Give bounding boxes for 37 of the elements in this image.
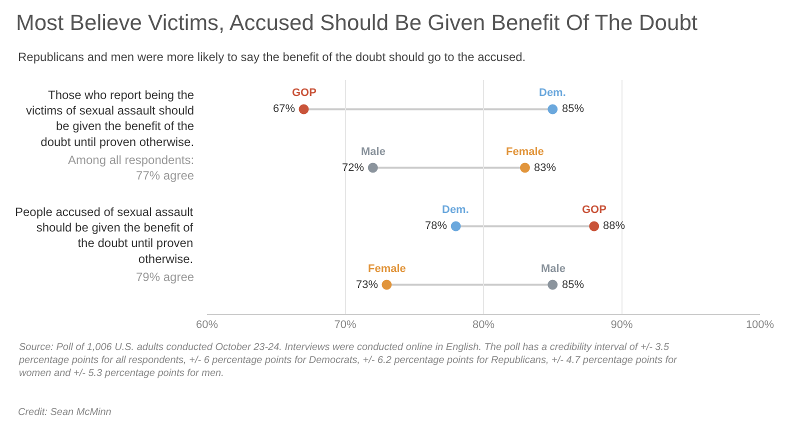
text: Those who report being the victims of sexual assault should be given the benefit of the doubt until proven otherwise. — [26, 88, 194, 149]
text: Female — [368, 263, 406, 275]
text: Dem. — [442, 204, 469, 216]
x-tick-label: 60% — [196, 319, 218, 332]
chart-subtitle: Republicans and men were more likely to say the benefit of the doubt should go to the accused. — [18, 50, 526, 64]
chart-title: Most Believe Victims, Accused Should Be Given Benefit Of The Doubt — [16, 10, 698, 36]
text: Credit: Sean McMinn — [18, 407, 112, 418]
series-label: Male — [541, 263, 566, 275]
data-label: 83% — [534, 162, 556, 174]
point — [589, 221, 600, 232]
data-label: 72% — [342, 162, 364, 174]
text: GOP — [582, 204, 606, 216]
series-label: GOP — [292, 87, 316, 99]
point — [298, 104, 309, 114]
text: 79% agree — [136, 270, 194, 284]
x-tick-label: 70% — [334, 319, 356, 332]
x-tick-label: 80% — [472, 319, 495, 332]
series-label: Female — [506, 146, 544, 158]
text: Among all respondents: 77% agree — [68, 153, 194, 183]
x-tick-label: 100% — [746, 319, 774, 332]
point — [382, 280, 392, 290]
data-label: 78% — [425, 220, 448, 232]
point — [548, 280, 558, 290]
text: People accused of sexual assault should be given the benefit of the doubt until proven otherwise. — [15, 205, 194, 266]
data-label: 85% — [562, 103, 584, 115]
point — [520, 162, 530, 173]
data-label: 67% — [273, 103, 296, 115]
text: Male — [361, 146, 386, 158]
data-label: 73% — [356, 279, 378, 291]
point — [450, 221, 461, 232]
x-tick-label: 90% — [610, 319, 633, 332]
source-note: Source: Poll of 1,006 U.S. adults conducted October 23-24. Interviews were conducted online in English. The poll has a credibility interval of +/- 3.5 percentage points for all respondents, +/- 6 percentage points for Democrats, +/- 6.2 percentage points for Republicans, +/- 4.7 percentage points for women and +/- 5.3 percentage points for men. — [18, 342, 678, 379]
point — [368, 162, 378, 173]
series-label: Dem. — [539, 87, 566, 99]
data-label: 85% — [562, 279, 584, 291]
point — [548, 104, 558, 114]
data-label: 88% — [603, 220, 626, 232]
